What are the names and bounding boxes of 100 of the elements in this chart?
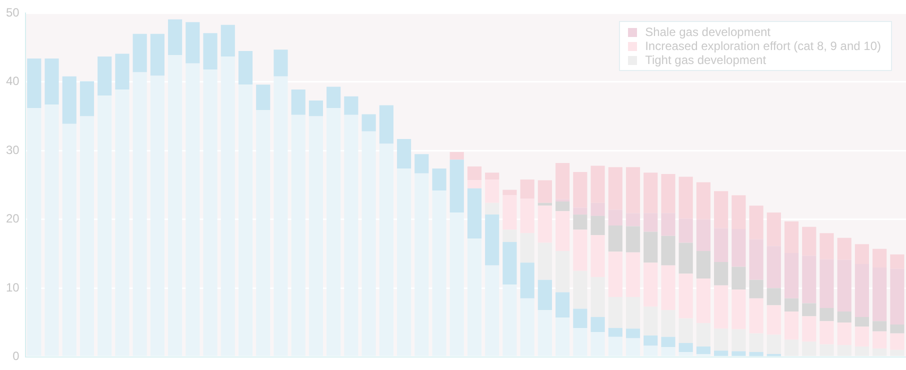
- bar: [186, 63, 200, 356]
- bar: [802, 316, 816, 342]
- bar: [326, 86, 341, 108]
- bar: [238, 84, 253, 356]
- bar: [344, 96, 358, 115]
- bar: [590, 235, 605, 278]
- bar: [678, 352, 693, 356]
- bar: [485, 265, 500, 356]
- bar: [678, 318, 693, 344]
- bar: [203, 70, 218, 356]
- bar: [556, 250, 570, 292]
- bar: [308, 100, 324, 116]
- bar: [784, 298, 799, 312]
- bar: [714, 285, 728, 329]
- bar: [749, 352, 764, 356]
- bar: [854, 316, 870, 327]
- bar: [573, 328, 588, 356]
- bar: [485, 172, 500, 180]
- bar: [626, 328, 640, 338]
- bar: [802, 303, 816, 316]
- bar: [520, 233, 534, 263]
- bar: [608, 336, 622, 356]
- bar: [396, 168, 412, 356]
- bar: [432, 168, 446, 190]
- bar: [432, 190, 446, 356]
- bar: [274, 50, 288, 76]
- bar: [132, 72, 147, 356]
- bar: [326, 108, 341, 356]
- bar: [661, 336, 676, 348]
- bar: [220, 24, 235, 56]
- bar: [502, 230, 517, 242]
- bar: [396, 138, 412, 169]
- bar: [450, 212, 464, 356]
- bar: [661, 310, 676, 337]
- bar: [467, 188, 482, 239]
- bar: [379, 105, 394, 144]
- bar: [626, 226, 640, 252]
- bar: [485, 214, 500, 266]
- bar: [186, 22, 200, 64]
- bar: [766, 305, 781, 335]
- bar: [450, 152, 464, 160]
- bar: [678, 274, 693, 318]
- bar: [890, 324, 904, 334]
- bar: [714, 262, 728, 286]
- bar: [626, 338, 640, 356]
- bar: [661, 265, 676, 310]
- bar: [467, 166, 482, 180]
- bar: [362, 131, 376, 356]
- bar: [766, 288, 781, 306]
- bar: [203, 33, 218, 70]
- bar: [749, 280, 764, 298]
- bar: [732, 329, 746, 352]
- bar: [820, 321, 834, 344]
- bar: [556, 163, 570, 200]
- bar: [696, 346, 710, 354]
- bar: [467, 238, 482, 356]
- bar: [485, 202, 500, 215]
- bar: [150, 76, 164, 356]
- bar: [538, 180, 552, 203]
- y-tick-label: 40: [6, 74, 20, 88]
- y-tick-label: 50: [6, 6, 20, 20]
- bar: [132, 34, 147, 72]
- bar: [379, 144, 394, 356]
- bar: [502, 195, 517, 230]
- bar: [485, 180, 500, 203]
- bar: [837, 322, 852, 346]
- bar: [766, 334, 781, 354]
- bar: [220, 56, 235, 356]
- bar: [44, 58, 59, 105]
- bar: [344, 114, 358, 356]
- bar: [538, 202, 552, 206]
- bar: [98, 96, 112, 356]
- bar: [644, 335, 658, 346]
- bar: [608, 252, 622, 298]
- bar: [502, 284, 517, 356]
- bar: [467, 180, 482, 188]
- bar: [450, 160, 464, 212]
- bar: [661, 347, 676, 356]
- bar: [872, 331, 887, 349]
- bar: [274, 76, 288, 356]
- bar: [538, 206, 552, 243]
- bar: [80, 81, 94, 116]
- bar: [520, 198, 534, 234]
- y-tick-label: 10: [6, 280, 20, 294]
- bar: [308, 116, 324, 356]
- bar: [238, 50, 253, 85]
- bar: [168, 19, 182, 56]
- bar: [62, 124, 76, 356]
- bar: [678, 242, 693, 274]
- bar: [626, 297, 640, 329]
- bar: [714, 350, 728, 356]
- bar: [854, 326, 870, 346]
- bar: [749, 333, 764, 352]
- bar: [573, 230, 588, 271]
- bar: [556, 201, 570, 212]
- bar: [44, 104, 59, 356]
- bar: [150, 34, 164, 76]
- bar: [714, 328, 728, 351]
- bar: [502, 190, 517, 196]
- bar: [784, 311, 799, 340]
